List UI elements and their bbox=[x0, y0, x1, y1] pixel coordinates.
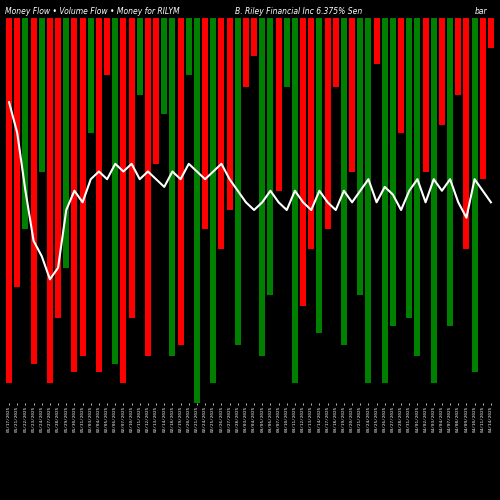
Bar bbox=[80, 18, 86, 356]
Bar bbox=[374, 18, 380, 64]
Bar bbox=[464, 18, 469, 248]
Bar bbox=[39, 18, 44, 172]
Bar bbox=[55, 18, 61, 318]
Bar bbox=[218, 18, 224, 248]
Bar bbox=[251, 18, 257, 56]
Bar bbox=[268, 18, 274, 294]
Bar bbox=[366, 18, 372, 383]
Bar bbox=[128, 18, 134, 318]
Bar bbox=[358, 18, 363, 294]
Bar bbox=[472, 18, 478, 372]
Bar bbox=[341, 18, 347, 345]
Bar bbox=[170, 18, 175, 356]
Bar bbox=[456, 18, 461, 94]
Bar bbox=[112, 18, 118, 364]
Bar bbox=[422, 18, 428, 172]
Bar bbox=[260, 18, 265, 356]
Bar bbox=[316, 18, 322, 333]
Bar bbox=[431, 18, 436, 383]
Bar bbox=[153, 18, 159, 164]
Bar bbox=[137, 18, 142, 94]
Bar bbox=[120, 18, 126, 383]
Bar bbox=[64, 18, 69, 268]
Bar bbox=[186, 18, 192, 75]
Bar bbox=[47, 18, 53, 383]
Bar bbox=[104, 18, 110, 75]
Text: bar: bar bbox=[475, 8, 488, 16]
Bar bbox=[210, 18, 216, 383]
Bar bbox=[349, 18, 355, 172]
Bar bbox=[488, 18, 494, 48]
Bar bbox=[88, 18, 94, 133]
Text: B. Riley Financial Inc 6.375% Sen: B. Riley Financial Inc 6.375% Sen bbox=[235, 8, 362, 16]
Bar bbox=[480, 18, 486, 179]
Bar bbox=[414, 18, 420, 356]
Bar bbox=[30, 18, 36, 364]
Bar bbox=[390, 18, 396, 326]
Bar bbox=[324, 18, 330, 230]
Bar bbox=[333, 18, 338, 87]
Bar bbox=[308, 18, 314, 248]
Bar bbox=[382, 18, 388, 383]
Bar bbox=[398, 18, 404, 133]
Bar bbox=[226, 18, 232, 210]
Bar bbox=[96, 18, 102, 372]
Bar bbox=[72, 18, 78, 372]
Bar bbox=[439, 18, 445, 126]
Bar bbox=[406, 18, 412, 318]
Bar bbox=[14, 18, 20, 287]
Bar bbox=[22, 18, 28, 230]
Bar bbox=[447, 18, 453, 326]
Bar bbox=[243, 18, 249, 87]
Bar bbox=[300, 18, 306, 306]
Bar bbox=[145, 18, 151, 356]
Bar bbox=[292, 18, 298, 383]
Bar bbox=[235, 18, 240, 345]
Bar bbox=[178, 18, 184, 345]
Bar bbox=[202, 18, 208, 230]
Bar bbox=[276, 18, 281, 190]
Text: Money Flow • Volume Flow • Money for RILYM: Money Flow • Volume Flow • Money for RIL… bbox=[5, 8, 180, 16]
Bar bbox=[6, 18, 12, 383]
Bar bbox=[162, 18, 167, 114]
Bar bbox=[284, 18, 290, 87]
Bar bbox=[194, 18, 200, 402]
